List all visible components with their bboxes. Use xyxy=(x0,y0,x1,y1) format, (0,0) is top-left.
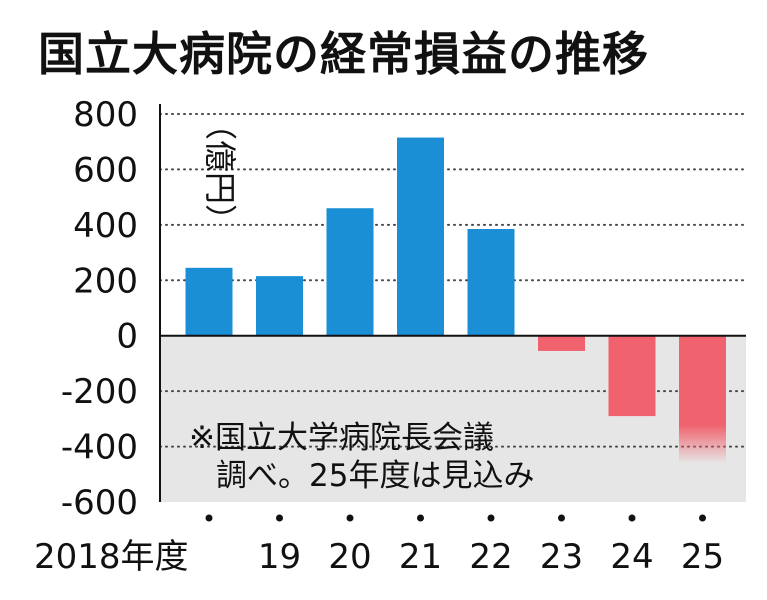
bar-7 xyxy=(608,335,656,417)
gridlines xyxy=(159,113,747,448)
y-tick-label: -400 xyxy=(61,428,138,468)
x-tick-dot xyxy=(628,514,636,522)
y-tick-label: 200 xyxy=(73,261,138,301)
x-tick-dot xyxy=(205,514,213,522)
x-tick-dot xyxy=(558,514,565,522)
x-tick-label: 25 xyxy=(681,537,724,577)
unit-label: （億円） xyxy=(201,108,239,236)
bar-1 xyxy=(185,267,233,336)
bar-6 xyxy=(538,335,585,351)
y-tick-label: 400 xyxy=(73,206,138,246)
x-tick-labels: 2018年度 19 20 21 22 23 24 25 xyxy=(34,537,724,577)
y-tick-labels: 800 600 400 200 0 -200 -400 -600 xyxy=(61,95,138,523)
bar-4 xyxy=(397,137,444,336)
x-tick-label: 19 xyxy=(258,537,301,577)
x-tick-label: 24 xyxy=(610,537,653,577)
bars xyxy=(185,137,726,464)
bar-3 xyxy=(326,208,374,336)
x-tick-dots xyxy=(205,514,706,522)
bar-2 xyxy=(256,276,303,336)
x-tick-label: 22 xyxy=(469,537,512,577)
y-tick-label: 0 xyxy=(116,317,138,357)
bar-5 xyxy=(467,229,515,336)
y-tick-label: -200 xyxy=(61,372,138,412)
x-tick-dot xyxy=(417,514,424,522)
x-tick-dot xyxy=(346,514,354,522)
x-tick-dot xyxy=(487,514,495,522)
x-tick-dot xyxy=(699,514,706,522)
y-tick-label: -600 xyxy=(61,483,138,523)
x-tick-label: 20 xyxy=(328,537,371,577)
x-tick-dot xyxy=(276,514,283,522)
x-tick-label: 23 xyxy=(540,537,583,577)
x-tick-label: 2018年度 xyxy=(34,537,189,577)
y-tick-label: 600 xyxy=(73,150,138,190)
note-line-1: ※国立大学病院長会議 xyxy=(189,420,494,456)
x-tick-label: 21 xyxy=(399,537,442,577)
bar-8 xyxy=(679,335,726,464)
note-line-2: 調べ。25年度は見込み xyxy=(216,458,534,494)
y-tick-label: 800 xyxy=(73,95,138,135)
chart-title: 国立大病院の経常損益の推移 xyxy=(38,27,649,81)
